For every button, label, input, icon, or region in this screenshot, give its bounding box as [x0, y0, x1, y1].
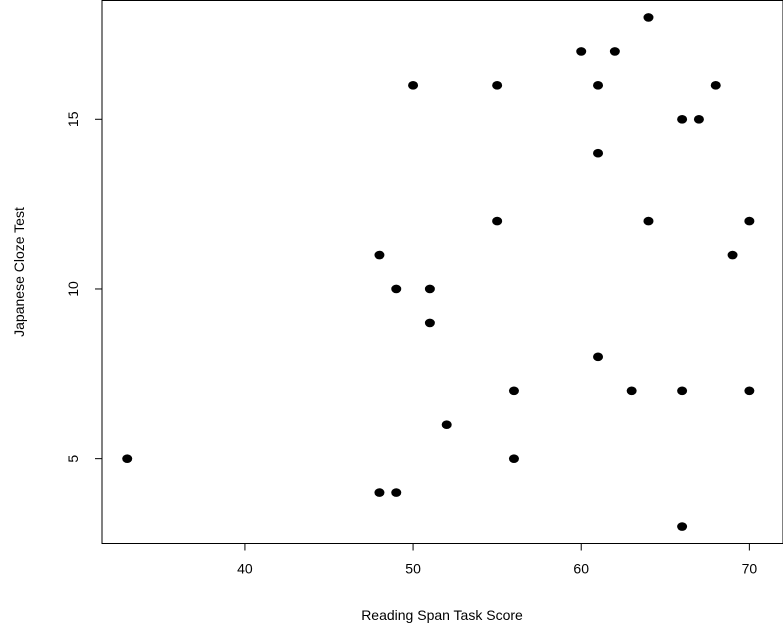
data-point [677, 386, 688, 396]
data-point [626, 386, 637, 396]
data-point [508, 386, 519, 396]
data-point [710, 81, 721, 90]
data-points [122, 13, 755, 531]
data-point [593, 352, 604, 362]
data-point [693, 114, 704, 124]
data-point [744, 386, 755, 396]
x-axis-title: Reading Span Task Score [361, 607, 523, 623]
data-point [576, 47, 587, 56]
data-point [609, 47, 620, 56]
data-point [727, 250, 738, 260]
data-point [374, 488, 385, 497]
data-point [408, 81, 419, 90]
data-point [492, 81, 503, 90]
data-point [744, 216, 755, 226]
data-point [677, 114, 688, 124]
data-point [593, 81, 604, 90]
data-point [508, 454, 519, 463]
data-point [677, 522, 688, 531]
x-tick-label: 50 [405, 561, 421, 577]
x-tick-label: 40 [237, 561, 253, 577]
y-tick-label: 10 [65, 281, 81, 297]
data-point [391, 488, 402, 497]
data-point [424, 318, 435, 328]
data-point [122, 454, 133, 463]
x-axis: 40 50 60 70 [237, 543, 758, 577]
y-tick-label: 15 [65, 111, 81, 127]
data-point [374, 250, 385, 260]
y-tick-label: 5 [65, 455, 81, 463]
data-point [492, 216, 503, 226]
data-point [441, 420, 452, 430]
x-tick-label: 70 [742, 561, 758, 577]
data-point [424, 284, 435, 294]
y-axis: 5 10 15 [65, 111, 102, 463]
data-point [643, 13, 654, 22]
plot-frame [101, 0, 783, 544]
y-axis-title: Japanese Cloze Test [11, 207, 27, 337]
data-point [643, 216, 654, 226]
x-tick-label: 60 [573, 561, 589, 577]
data-point [593, 148, 604, 158]
data-point [391, 284, 402, 294]
